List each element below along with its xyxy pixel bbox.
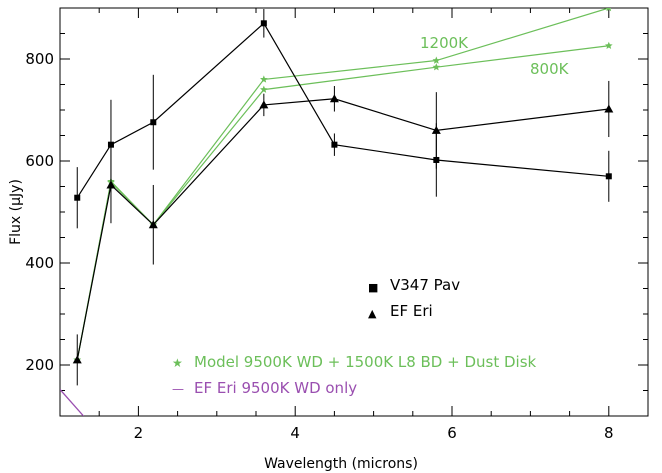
ef-eri-point bbox=[72, 355, 82, 364]
model-point bbox=[432, 56, 441, 64]
series-line-triangle bbox=[76, 98, 609, 361]
wd-only-line bbox=[60, 389, 85, 416]
model-curve-800k bbox=[76, 45, 609, 361]
legend-symbol-v347-pav: ■ bbox=[368, 281, 378, 294]
ticks-layer: 2 4 6 8 200 400 600 800 bbox=[25, 8, 648, 442]
v347-pav-point bbox=[260, 20, 267, 27]
ef-eri-point bbox=[329, 94, 339, 103]
plot-layer bbox=[60, 8, 614, 416]
v347-pav-point bbox=[150, 119, 157, 126]
legend-label-wd-only: EF Eri 9500K WD only bbox=[194, 379, 357, 397]
y-tick-label: 200 bbox=[25, 356, 54, 374]
y-tick-label: 800 bbox=[25, 50, 54, 68]
y-axis-label: Flux (μJy) bbox=[8, 179, 24, 245]
series-line-square bbox=[76, 22, 609, 199]
y-tick-label: 400 bbox=[25, 254, 54, 272]
x-tick-label: 8 bbox=[604, 424, 614, 442]
ef-eri-point bbox=[431, 125, 441, 134]
v347-pav-point bbox=[605, 173, 612, 180]
legend-symbol-model: ★ bbox=[172, 356, 183, 370]
model-point bbox=[432, 63, 441, 71]
v347-pav-point bbox=[107, 141, 114, 148]
y-tick-label: 600 bbox=[25, 152, 54, 170]
x-axis-label: Wavelength (microns) bbox=[264, 456, 418, 472]
legend-symbol-ef-eri: ▲ bbox=[368, 307, 377, 320]
x-tick-label: 4 bbox=[290, 424, 300, 442]
ef-eri-point bbox=[604, 104, 614, 113]
v347-pav-point bbox=[331, 141, 338, 148]
x-tick-label: 2 bbox=[134, 424, 144, 442]
legend-label-model: Model 9500K WD + 1500K L8 BD + Dust Disk bbox=[194, 353, 537, 371]
model-point bbox=[260, 85, 268, 93]
legend-label-ef-eri: EF Eri bbox=[390, 302, 433, 320]
x-tick-label: 6 bbox=[447, 424, 457, 442]
annotation-1200k: 1200K bbox=[420, 34, 469, 52]
legend-label-v347-pav: V347 Pav bbox=[390, 276, 460, 294]
ef-eri-point bbox=[259, 100, 269, 109]
annotation-800k: 800K bbox=[530, 60, 570, 78]
legend-symbol-wd-only: — bbox=[172, 382, 184, 396]
ef-eri-point bbox=[106, 180, 116, 189]
v347-pav-point bbox=[74, 194, 81, 201]
model-point bbox=[260, 75, 268, 83]
model-point bbox=[605, 41, 613, 49]
model-point bbox=[606, 8, 612, 12]
ef-eri-point bbox=[148, 220, 158, 229]
